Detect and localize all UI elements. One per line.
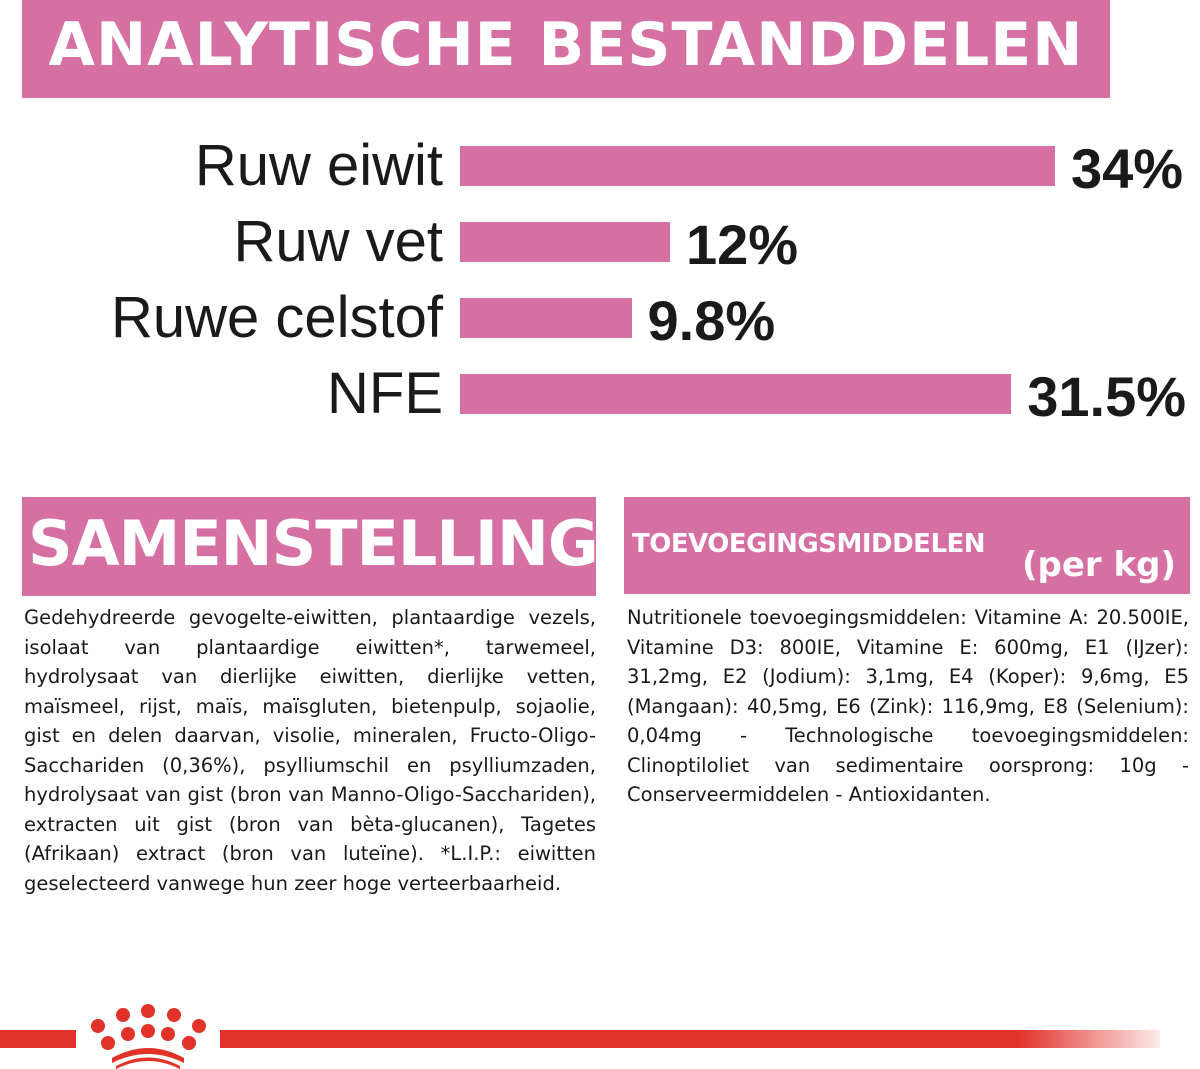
- bar-value-label: 9.8%: [647, 289, 776, 352]
- footer-line-right: [220, 1030, 1160, 1048]
- bar-label: NFE: [327, 361, 443, 426]
- page-title: ANALYTISCHE BESTANDDELEN: [48, 10, 1084, 80]
- bar-label: Ruw eiwit: [194, 133, 443, 198]
- bar: [460, 146, 1055, 186]
- toevoegingsmiddelen-text: Nutritionele toevoegingsmiddelen: Vitami…: [627, 606, 1189, 806]
- bar-value-label: 34%: [1071, 137, 1184, 200]
- bar-value-label: 12%: [686, 213, 799, 276]
- footer-line-left: [0, 1030, 76, 1048]
- bar: [460, 222, 670, 262]
- bar-label: Ruwe celstof: [110, 285, 443, 350]
- toevoegingsmiddelen-title: TOEVOEGINGSMIDDELEN: [632, 529, 986, 559]
- header-banner: ANALYTISCHE BESTANDDELEN: [22, 0, 1110, 98]
- toevoegingsmiddelen-subtitle: (per kg): [1021, 545, 1176, 585]
- toevoegingsmiddelen-header: TOEVOEGINGSMIDDELEN (per kg): [624, 497, 1190, 594]
- samenstelling-text: Gedehydreerde gevogelte-eiwitten, planta…: [24, 606, 596, 895]
- samenstelling-header: SAMENSTELLING: [22, 497, 599, 596]
- bar-label: Ruw vet: [233, 209, 443, 274]
- crown-logo-icon: [91, 1004, 206, 1069]
- bar: [460, 298, 632, 338]
- bar-value-label: 31.5%: [1027, 365, 1187, 428]
- samenstelling-title: SAMENSTELLING: [28, 507, 599, 580]
- bar: [460, 374, 1012, 414]
